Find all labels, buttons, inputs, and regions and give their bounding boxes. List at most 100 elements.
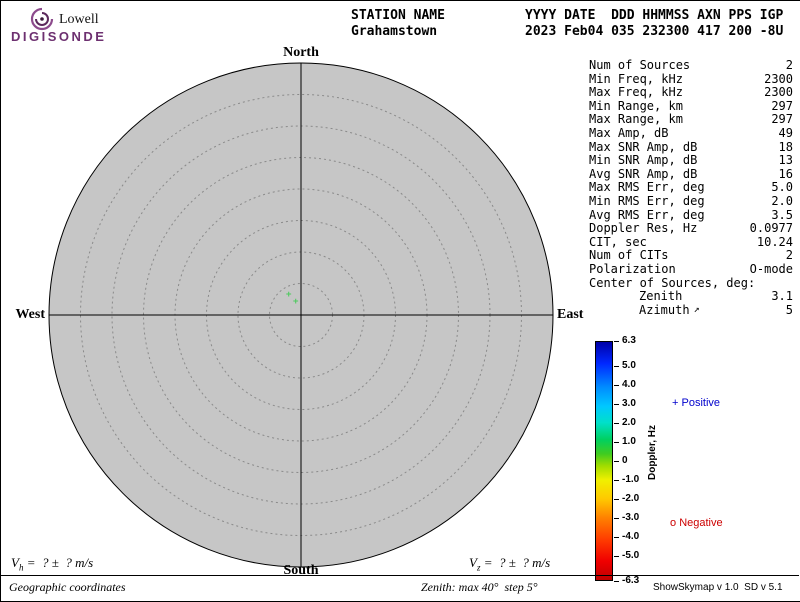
parameter-row: Polarization O-mode: [589, 261, 793, 277]
parameter-label: Zenith: [639, 289, 683, 304]
colorbar-tick-label: -1.0: [622, 474, 640, 486]
parameter-value: 5: [785, 302, 793, 317]
colorbar-tick-label: -3.0: [622, 512, 640, 524]
vertical-velocity-readout: Vz = ? ± ? m/s: [469, 555, 550, 573]
parameter-value: 2: [785, 58, 793, 72]
parameter-row: Doppler Res, Hz 0.0977: [589, 222, 793, 236]
compass-label-west: West: [15, 307, 45, 322]
legend-negative-label: Negative: [679, 517, 723, 529]
software-version: ShowSkymap v 1.0 SD v 5.1: [653, 582, 783, 593]
datetime-fields-header: YYYY DATE DDD HHMMSS AXN PPS IGP: [525, 8, 784, 23]
skymap-plot: [48, 62, 554, 568]
colorbar-tick-label: -6.3: [622, 575, 640, 586]
compass-label-north: North: [283, 45, 319, 60]
parameter-label: Num of Sources: [589, 58, 691, 72]
parameter-value: 297: [771, 112, 793, 127]
colorbar-tick-label: 5.0: [622, 359, 636, 371]
colorbar-tick-label: 3.0: [622, 397, 636, 409]
parameter-value: O-mode: [749, 261, 793, 276]
coordinate-system-note: Geographic coordinates: [9, 580, 126, 594]
legend-positive: + Positive: [672, 397, 720, 409]
parameter-label: Min Freq, kHz: [589, 71, 683, 86]
vh-subscript: h: [18, 562, 24, 573]
parameter-row: Max Range, km 297: [589, 113, 793, 127]
parameter-label: Min SNR Amp, dB: [589, 153, 698, 168]
parameter-row: Num of Sources 2: [589, 58, 793, 73]
parameter-label: Min Range, km: [589, 98, 683, 113]
parameter-row: Azimuth ↗ 5: [589, 302, 793, 318]
parameter-label: Max RMS Err, deg: [589, 180, 705, 195]
parameter-label: Max SNR Amp, dB: [589, 139, 698, 154]
doppler-colorbar: [595, 341, 613, 581]
colorbar-tick: [614, 403, 619, 405]
lowell-logo-swirl-icon: [30, 7, 54, 31]
parameter-label: Azimuth: [639, 302, 690, 317]
colorbar-tick: [614, 441, 619, 443]
parameter-row: CIT, sec 10.24: [589, 234, 793, 250]
parameter-label: Num of CITs: [589, 248, 669, 263]
parameter-label: Max Range, km: [589, 112, 683, 127]
colorbar-tick-label: 2.0: [622, 416, 636, 428]
parameter-value: 297: [771, 98, 793, 113]
colorbar-tick: [614, 581, 619, 582]
circle-marker-icon: o: [670, 517, 677, 529]
skymap-source-marker: +: [293, 297, 299, 307]
parameter-label: Avg RMS Err, deg: [589, 207, 705, 222]
colorbar-tick: [614, 556, 619, 558]
colorbar-tick-label: -5.0: [622, 550, 640, 562]
parameter-label: Min RMS Err, deg: [589, 193, 705, 208]
parameter-value: 2.0: [771, 193, 793, 208]
parameter-label: Polarization: [589, 261, 676, 276]
parameter-value: 2: [785, 248, 793, 263]
horizontal-velocity-readout: Vh = ? ± ? m/s: [11, 555, 93, 573]
colorbar-tick-label: 6.3: [622, 335, 636, 346]
parameter-value: 49: [778, 125, 793, 140]
legend-negative: o Negative: [670, 517, 723, 529]
plus-marker-icon: +: [672, 397, 679, 409]
colorbar-tick: [614, 537, 619, 539]
vz-subscript: z: [476, 562, 481, 573]
parameter-row: Min Range, km 297: [589, 98, 793, 114]
parameter-label: Doppler Res, Hz: [589, 221, 698, 236]
digisonde-brand-text: DIGISONDE: [11, 29, 107, 44]
parameter-value: 0.0977: [749, 221, 793, 236]
parameter-row: Zenith 3.1: [589, 289, 793, 304]
parameter-row: Num of CITs 2: [589, 249, 793, 263]
vz-symbol: V: [469, 555, 477, 570]
parameter-label: Avg SNR Amp, dB: [589, 166, 698, 181]
parameter-row: Avg RMS Err, deg 3.5: [589, 207, 793, 223]
colorbar-tick-label: 1.0: [622, 435, 636, 447]
colorbar-tick: [614, 422, 619, 424]
parameter-list: Num of Sources 2 Min Freq, kHz 2300 Max Freq…: [589, 58, 793, 318]
parameter-label: Max Amp, dB: [589, 125, 669, 140]
colorbar-tick: [614, 365, 619, 367]
parameter-label: CIT, sec: [589, 234, 647, 249]
footer-divider: [1, 575, 799, 576]
parameter-value: 10.24: [756, 234, 793, 249]
parameter-value: 2300: [764, 71, 793, 86]
parameter-row: Max SNR Amp, dB 18: [589, 139, 793, 155]
colorbar-tick: [614, 518, 619, 520]
parameter-value: 18: [778, 139, 793, 154]
parameter-row: Max RMS Err, deg 5.0: [589, 181, 793, 195]
parameter-row: Avg SNR Amp, dB 16: [589, 166, 793, 182]
zenith-range-note: Zenith: max 40° step 5°: [421, 580, 538, 594]
parameter-value: 3.1: [771, 289, 793, 304]
colorbar-axis-label: Doppler, Hz: [647, 425, 658, 481]
compass-label-south: South: [283, 563, 319, 578]
lowell-brand-text: Lowell: [59, 12, 99, 27]
colorbar-tick: [614, 461, 619, 462]
colorbar-tick: [614, 341, 619, 342]
colorbar-tick-label: 0: [622, 455, 628, 466]
parameter-row: Max Amp, dB 49: [589, 125, 793, 141]
parameter-value: 16: [778, 166, 793, 181]
center-of-sources-heading: Center of Sources, deg:: [589, 276, 793, 291]
datetime-fields-value: 2023 Feb04 035 232300 417 200 -8U: [525, 24, 784, 39]
vh-value: = ? ± ? m/s: [23, 555, 94, 570]
parameter-row: Min SNR Amp, dB 13: [589, 154, 793, 168]
colorbar-tick: [614, 499, 619, 501]
legend-positive-label: Positive: [681, 397, 721, 409]
azimuth-direction-icon: ↗: [693, 304, 700, 316]
parameter-row: Min Freq, kHz 2300: [589, 71, 793, 87]
parameter-value: 3.5: [771, 207, 793, 222]
